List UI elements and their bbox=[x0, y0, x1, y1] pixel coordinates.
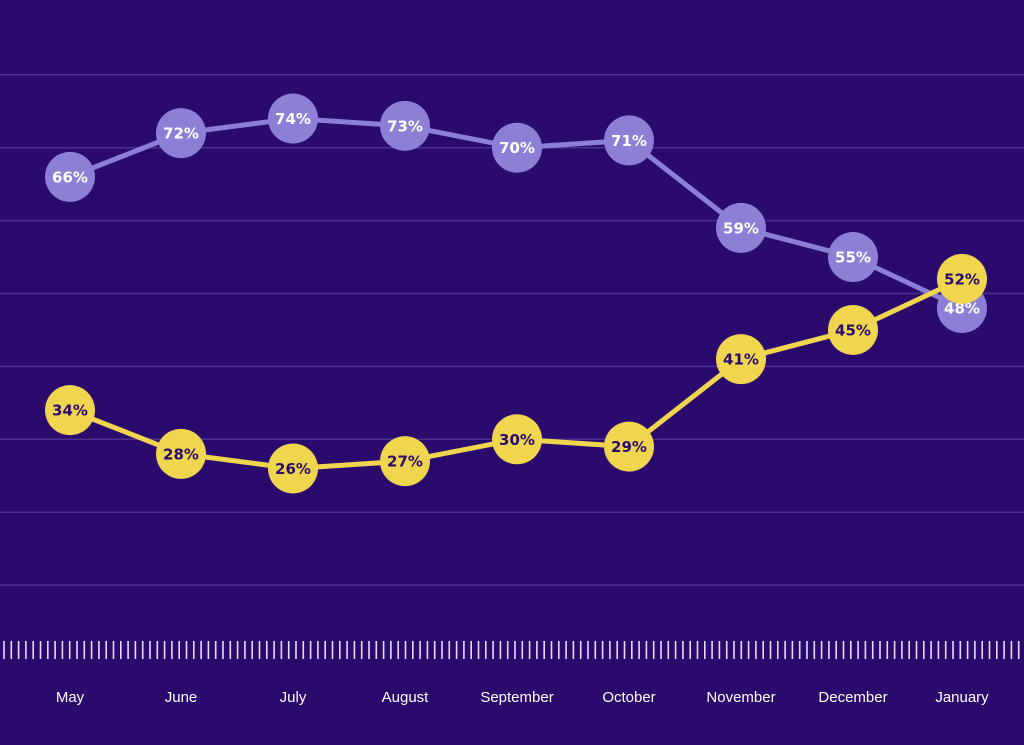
x-tick-label: August bbox=[382, 689, 430, 706]
x-tick-label: September bbox=[480, 689, 553, 706]
data-label: 29% bbox=[611, 438, 647, 456]
data-label: 66% bbox=[52, 168, 88, 186]
data-point bbox=[716, 202, 766, 253]
x-tick-label: May bbox=[56, 689, 85, 706]
data-label: 52% bbox=[944, 270, 980, 288]
data-point bbox=[604, 421, 654, 472]
data-label: 73% bbox=[387, 117, 423, 135]
data-label: 70% bbox=[499, 139, 535, 157]
data-label: 48% bbox=[944, 300, 980, 318]
data-label: 74% bbox=[275, 110, 311, 128]
data-label: 30% bbox=[499, 431, 535, 449]
data-point bbox=[156, 428, 206, 479]
data-label: 71% bbox=[611, 132, 647, 150]
data-point bbox=[604, 115, 654, 166]
x-tick-label: January bbox=[935, 689, 989, 706]
data-point bbox=[937, 253, 987, 304]
data-point bbox=[380, 100, 430, 151]
data-point bbox=[716, 334, 766, 385]
data-point bbox=[268, 93, 318, 144]
data-point bbox=[828, 232, 878, 283]
data-point bbox=[492, 122, 542, 173]
data-label: 28% bbox=[163, 445, 199, 463]
x-tick-label: December bbox=[818, 689, 887, 706]
x-tick-label: November bbox=[706, 689, 775, 706]
x-tick-label: June bbox=[165, 689, 198, 706]
data-point bbox=[268, 443, 318, 494]
data-point bbox=[156, 108, 206, 159]
series-b: 34% 28% 26% 27% 30% 29% 41% 45% 52% bbox=[45, 253, 987, 494]
data-label: 72% bbox=[163, 125, 199, 143]
data-point bbox=[828, 304, 878, 355]
data-point bbox=[45, 385, 95, 436]
data-label: 59% bbox=[723, 219, 759, 237]
data-point bbox=[45, 151, 95, 202]
data-label: 27% bbox=[387, 453, 423, 471]
x-tick-label: October bbox=[602, 689, 655, 706]
data-label: 55% bbox=[835, 249, 871, 267]
series-a: 66% 72% 74% 73% 70% 71% 59% 55% 48% bbox=[45, 93, 987, 334]
data-label: 26% bbox=[275, 460, 311, 478]
x-tick-label: July bbox=[280, 689, 307, 706]
data-label: 45% bbox=[835, 321, 871, 339]
data-label: 41% bbox=[723, 351, 759, 369]
data-point bbox=[492, 414, 542, 465]
data-point bbox=[380, 436, 430, 487]
data-label: 34% bbox=[52, 402, 88, 420]
